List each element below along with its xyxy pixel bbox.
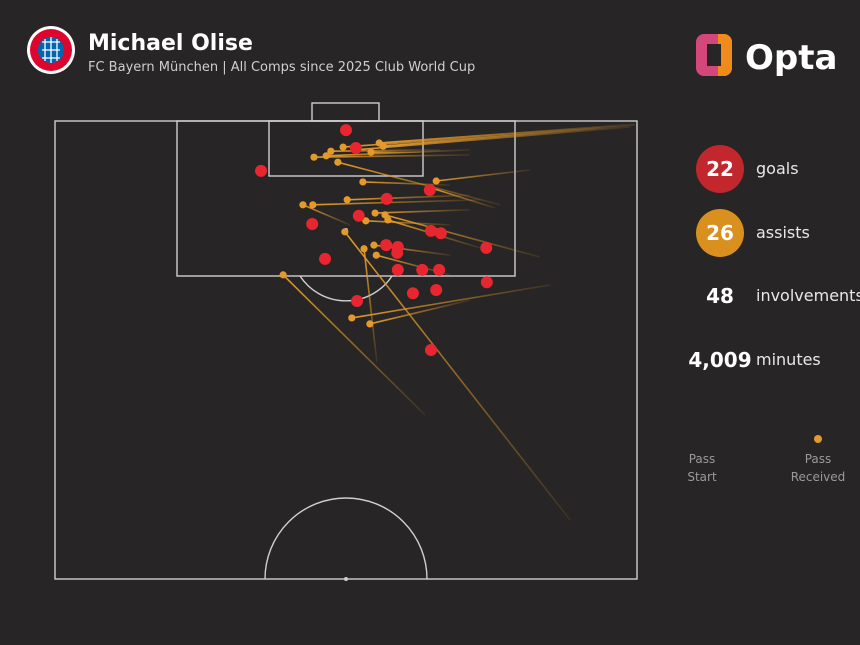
legend-start: Pass Start [687,452,717,484]
legend-dot [814,435,822,443]
assist-pass [282,274,426,416]
assist-receive [279,271,287,279]
assist-pass [337,161,501,206]
assist-pass [430,187,496,209]
assist-pass [343,127,600,148]
goal [306,218,319,231]
assist-receive [334,158,342,166]
assist-pass [369,299,471,325]
goal [416,263,429,276]
assist-receive [310,153,318,161]
assist-receive [348,314,356,322]
legend-end: Pass Received [790,452,846,484]
assist-pass [375,209,470,214]
assist-receive [343,196,351,204]
assist-receive [341,228,349,236]
goal [424,344,437,356]
assist-receive [367,148,375,156]
assist-receive [432,177,440,185]
stat-circle [696,145,744,193]
subtitle: FC Bayern München | All Comps since 2025… [88,60,476,75]
stat-label: assists [756,222,810,242]
stat-value: 26 [706,220,734,245]
goal [433,263,446,276]
goal [380,239,393,252]
assist-receive [371,209,379,217]
club-badge [27,26,75,74]
brand: Opta [745,38,838,78]
stat-circle [696,208,744,257]
assist-pass [355,126,631,151]
title: Michael Olise [88,31,253,56]
assist-pass [436,169,531,182]
goal [349,142,362,155]
assist-receive [327,147,335,155]
assist-pass [347,194,470,201]
assist-pass [384,214,541,258]
assist-receive [360,245,368,253]
assist-receive [366,320,374,328]
assist-receive [372,251,380,259]
assist-pass [351,284,551,319]
assist-receive [370,241,378,249]
goal [430,284,443,297]
stat-label: minutes [756,350,821,370]
goal [423,184,436,197]
assist-pass [362,181,451,186]
goal [319,252,332,265]
assist-receive [362,217,370,225]
stat-value: 48 [706,284,734,309]
goal [255,164,268,177]
assist-pass [344,231,571,521]
assist-pass [379,123,636,144]
goal [434,227,447,240]
stat-value: 22 [706,157,734,181]
goal [391,246,404,259]
assist-pass [363,248,378,362]
assist-receive [339,143,347,151]
goal [340,124,352,137]
assist-pass [313,154,470,158]
assist-pass [312,198,480,206]
stat-label: involvements [756,286,860,306]
assist-pass [365,220,451,226]
goal [351,294,364,307]
goal [480,276,493,289]
goal [480,241,493,254]
goal [391,263,404,276]
assist-receive [299,201,307,209]
goal [406,287,419,300]
assist-receive [359,178,367,186]
assist-pass [330,149,441,153]
brand-icon [696,34,732,76]
stat-label: goals [756,159,799,178]
assist-pass [302,204,351,226]
pitch-lines [54,102,638,581]
goal [352,209,365,222]
goal [424,224,437,237]
goal [380,192,393,205]
stat-value: 4,009 [688,348,752,373]
assist-receive [309,201,317,209]
assist-receive [322,152,330,160]
